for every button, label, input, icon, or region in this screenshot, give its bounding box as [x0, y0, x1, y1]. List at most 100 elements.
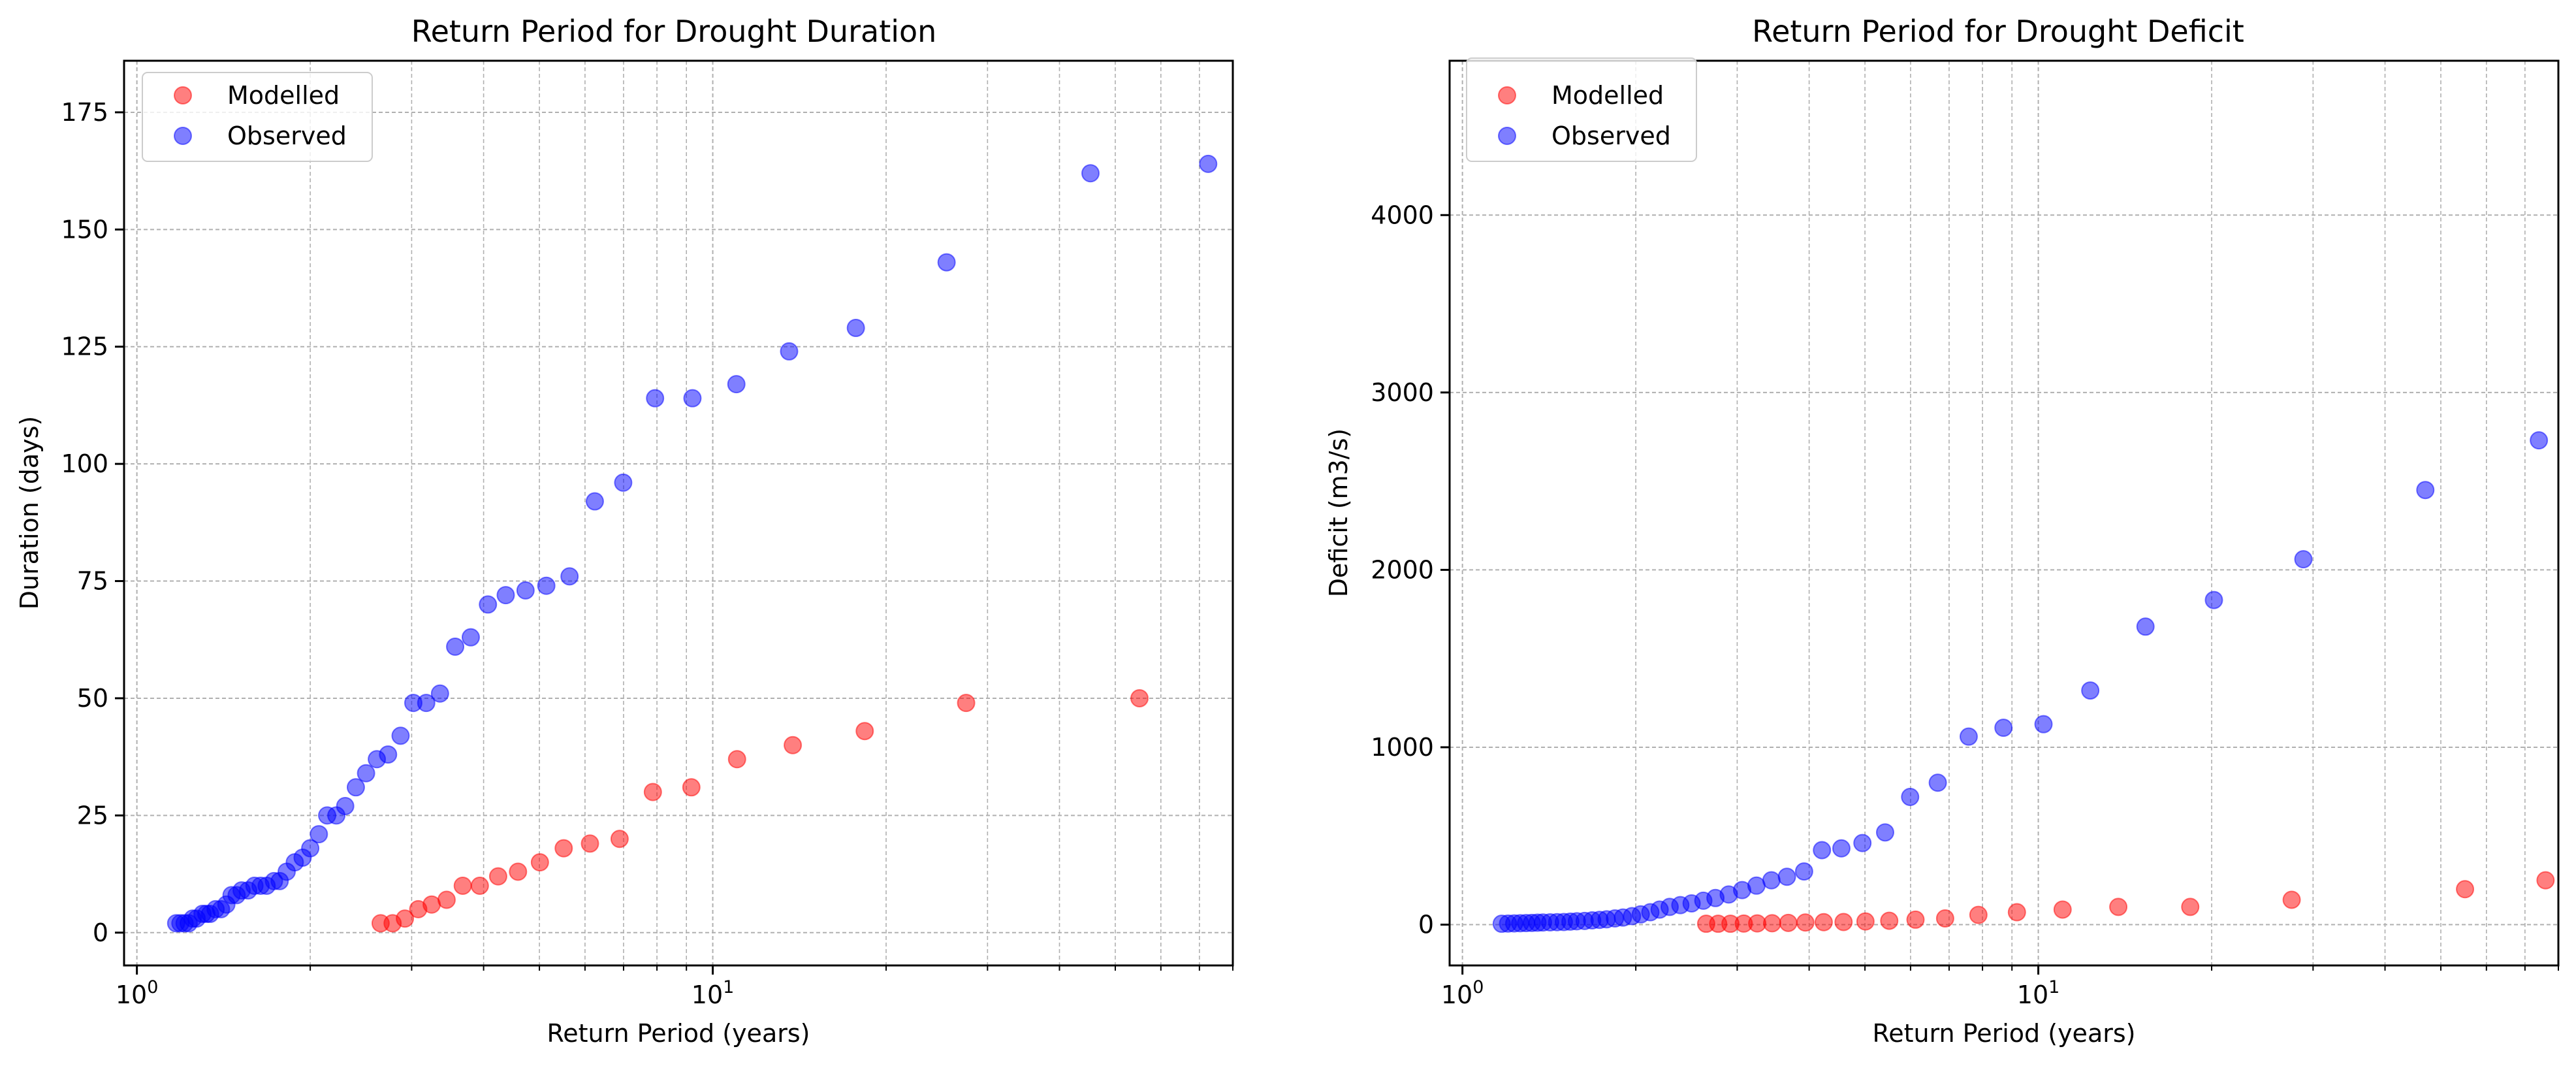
duration-chart-legend: Modelled Observed — [142, 72, 373, 162]
point-observed — [1994, 719, 2013, 737]
point-modelled — [855, 722, 874, 741]
legend-box — [142, 72, 373, 162]
x-tick-label: 100 — [1441, 977, 1484, 1009]
point-observed — [560, 567, 579, 586]
y-tick-label: 4000 — [1371, 201, 1434, 229]
point-modelled — [396, 909, 415, 928]
y-tick-label: 1000 — [1371, 733, 1434, 762]
y-tick-label: 100 — [61, 449, 108, 478]
point-modelled — [957, 694, 976, 713]
point-modelled — [1130, 688, 1149, 707]
point-modelled — [509, 862, 528, 881]
point-observed — [683, 389, 702, 408]
y-tick-label: 25 — [77, 801, 108, 830]
deficit-chart-xlabel: Return Period (years) — [1873, 1019, 2136, 1048]
point-observed — [301, 839, 320, 858]
point-observed — [461, 628, 480, 647]
point-modelled — [2181, 898, 2200, 916]
point-modelled — [682, 778, 701, 797]
point-observed — [2034, 715, 2053, 734]
y-tick-label: 2000 — [1371, 555, 1434, 584]
deficit-chart: Return Period for Drought Deficit 100 101… — [1324, 14, 2560, 1048]
duration-chart-ylabel: Duration (days) — [15, 416, 44, 609]
duration-chart-frame — [123, 59, 1234, 967]
deficit-chart-ylabel: Deficit (m3/s) — [1324, 429, 1353, 597]
point-modelled — [2456, 880, 2475, 899]
point-observed — [417, 694, 436, 713]
point-observed — [516, 581, 535, 600]
point-modelled — [530, 853, 549, 872]
point-modelled — [580, 834, 599, 853]
point-modelled — [610, 830, 629, 849]
point-modelled — [1814, 913, 1833, 931]
point-observed — [1832, 839, 1851, 858]
point-observed — [2416, 481, 2435, 500]
duration-chart-ticks: 100 101 0 25 50 75 100 125 150 175 — [61, 98, 1233, 1009]
point-observed — [1901, 788, 1920, 807]
point-modelled — [1880, 911, 1899, 930]
point-observed — [780, 342, 799, 361]
point-modelled — [1935, 909, 1954, 928]
point-observed — [496, 586, 515, 605]
legend-label-observed: Observed — [1551, 121, 1671, 150]
y-tick-label: 0 — [93, 918, 108, 947]
duration-chart-points — [167, 154, 1218, 933]
point-observed — [727, 375, 746, 394]
point-modelled — [727, 750, 746, 769]
point-observed — [2204, 591, 2223, 609]
y-tick-label: 150 — [61, 215, 108, 244]
x-tick-label: 101 — [2017, 977, 2060, 1009]
x-tick-label: 100 — [116, 977, 159, 1009]
point-modelled — [453, 877, 472, 896]
point-modelled — [1762, 914, 1781, 933]
point-modelled — [1856, 912, 1875, 931]
point-modelled — [1969, 905, 1988, 924]
point-modelled — [784, 736, 803, 754]
point-modelled — [2109, 898, 2128, 916]
point-observed — [2136, 617, 2155, 636]
y-tick-label: 3000 — [1371, 378, 1434, 407]
deficit-chart-points — [1492, 431, 2555, 933]
point-modelled — [1906, 910, 1925, 929]
legend-label-modelled: Modelled — [1551, 81, 1664, 110]
point-observed — [430, 684, 449, 703]
legend-label-observed: Observed — [227, 121, 347, 150]
point-observed — [1762, 871, 1781, 890]
point-observed — [1875, 823, 1894, 842]
point-observed — [614, 473, 633, 492]
point-modelled — [437, 890, 456, 909]
point-observed — [537, 576, 556, 595]
point-modelled — [643, 783, 662, 801]
legend-label-modelled: Modelled — [227, 81, 340, 110]
point-observed — [391, 726, 410, 745]
point-observed — [585, 492, 604, 511]
point-observed — [310, 825, 328, 844]
point-observed — [937, 253, 956, 272]
point-observed — [479, 595, 498, 614]
point-modelled — [1834, 913, 1853, 931]
point-observed — [336, 797, 355, 816]
legend-box — [1466, 57, 1697, 162]
point-observed — [1081, 164, 1100, 183]
deficit-chart-grid — [1450, 61, 2559, 965]
point-observed — [346, 778, 365, 797]
point-observed — [1813, 841, 1832, 860]
deficit-chart-title: Return Period for Drought Deficit — [1752, 14, 2244, 49]
point-modelled — [1796, 913, 1815, 932]
point-observed — [1794, 862, 1813, 881]
point-observed — [2294, 550, 2313, 569]
deficit-chart-frame — [1448, 59, 2560, 967]
y-tick-label: 125 — [61, 332, 108, 361]
y-tick-label: 50 — [77, 684, 108, 713]
point-modelled — [2282, 890, 2301, 909]
point-observed — [1777, 867, 1796, 886]
point-observed — [357, 764, 375, 783]
duration-chart-title: Return Period for Drought Duration — [411, 14, 937, 49]
point-modelled — [1779, 913, 1798, 932]
legend-marker-observed — [174, 127, 192, 145]
point-observed — [2081, 681, 2100, 700]
point-modelled — [554, 839, 573, 858]
point-observed — [1928, 773, 1947, 792]
point-modelled — [470, 877, 489, 896]
